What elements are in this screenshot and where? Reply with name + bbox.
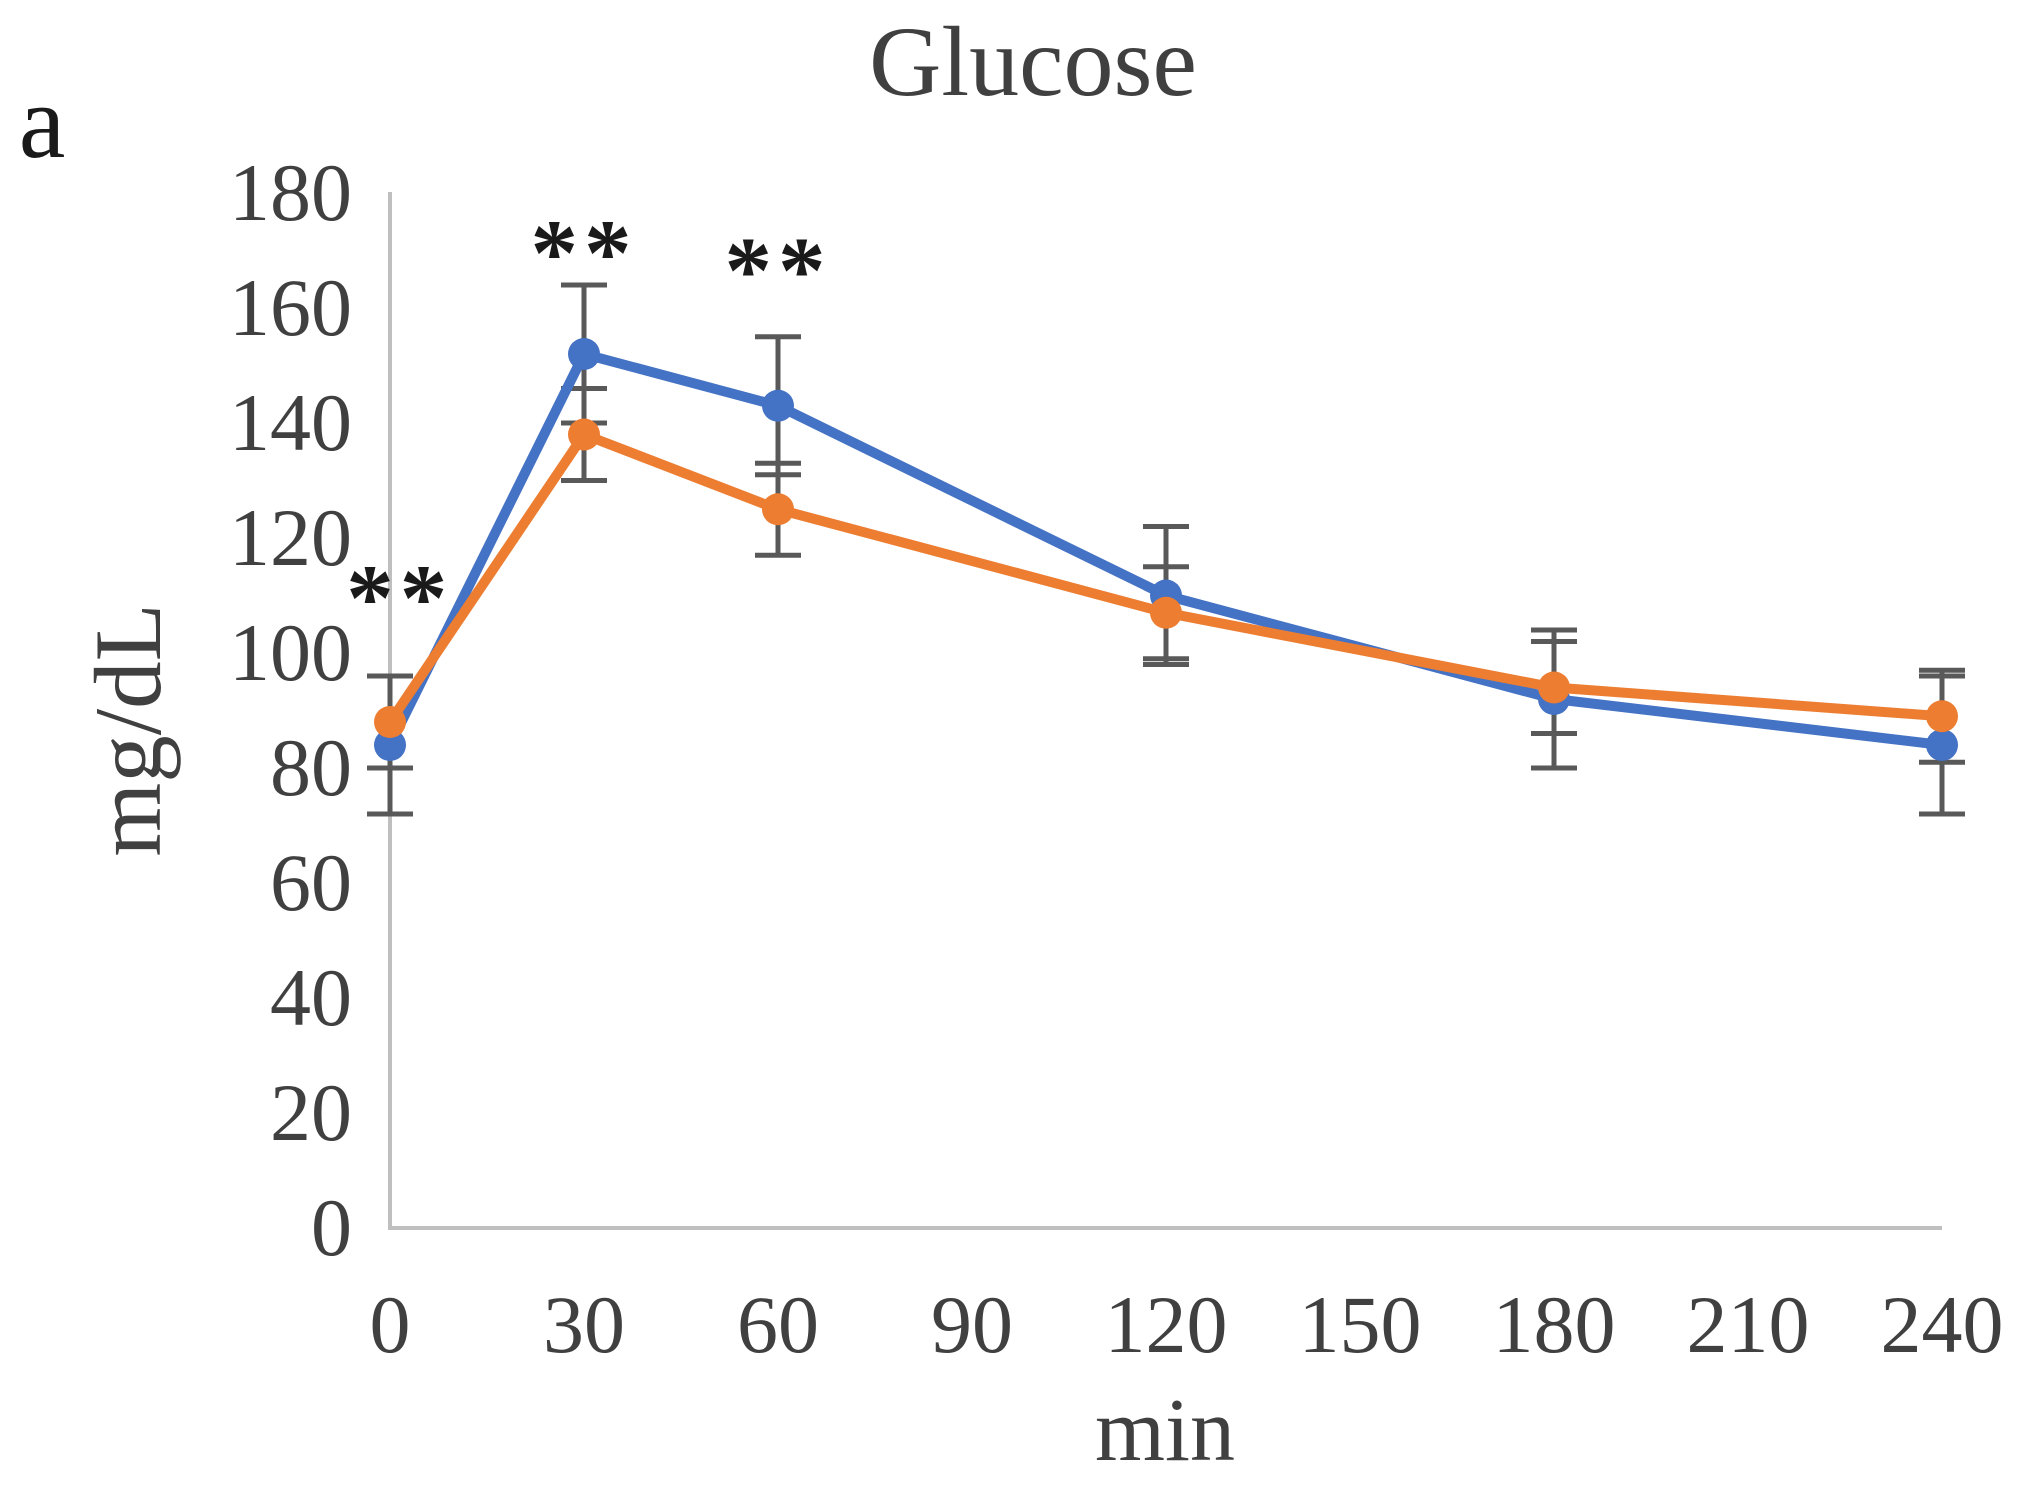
y-tick-label: 160 [229,262,352,353]
series-blue-marker [1926,729,1958,761]
x-tick-label: 180 [1493,1279,1616,1370]
x-tick-label: 210 [1687,1279,1810,1370]
x-tick-label: 120 [1105,1279,1228,1370]
series-orange-marker [1926,700,1958,733]
series-blue-line [385,349,1947,750]
series-blue-marker [762,389,794,422]
significance-asterisks: ** [346,545,453,651]
series-orange-marker [762,493,794,526]
series-orange-marker [568,418,600,451]
x-tick-label: 0 [370,1279,411,1370]
significance-asterisks: ** [725,217,832,323]
series-blue-marker [568,338,600,370]
y-tick-label: 180 [229,147,352,238]
panel-letter: a [19,63,66,180]
x-tick-label: 240 [1881,1279,2004,1370]
y-tick-label: 60 [270,837,352,928]
y-tick-label: 140 [229,377,352,468]
y-tick-label: 80 [270,722,352,813]
x-tick-label: 30 [543,1279,625,1370]
annotations-layer: ** ** ** [346,200,832,651]
significance-asterisks: ** [531,200,638,306]
y-tick-label: 40 [270,952,352,1043]
series-layer [374,338,1958,761]
x-tick-label: 60 [737,1279,819,1370]
series-orange-marker [1150,596,1182,629]
tick-labels-layer: 0 20 40 60 80 100 120 140 160 180 0 30 60 90 120 150 180… [229,147,2004,1370]
y-axis-label: mg/dL [75,603,181,856]
y-tick-label: 0 [311,1182,352,1273]
y-tick-label: 100 [229,607,352,698]
y-tick-label: 120 [229,492,352,583]
series-blue-marker [374,729,406,761]
series-orange-marker [1538,671,1570,704]
axes-layer [388,192,1942,1230]
x-tick-label: 90 [931,1279,1013,1370]
x-tick-label: 150 [1299,1279,1422,1370]
series-orange-line [385,429,1947,727]
y-tick-label: 20 [270,1067,352,1158]
chart-title: Glucose [869,6,1197,117]
x-axis-label: min [1095,1381,1235,1480]
series-orange-marker [374,706,406,738]
